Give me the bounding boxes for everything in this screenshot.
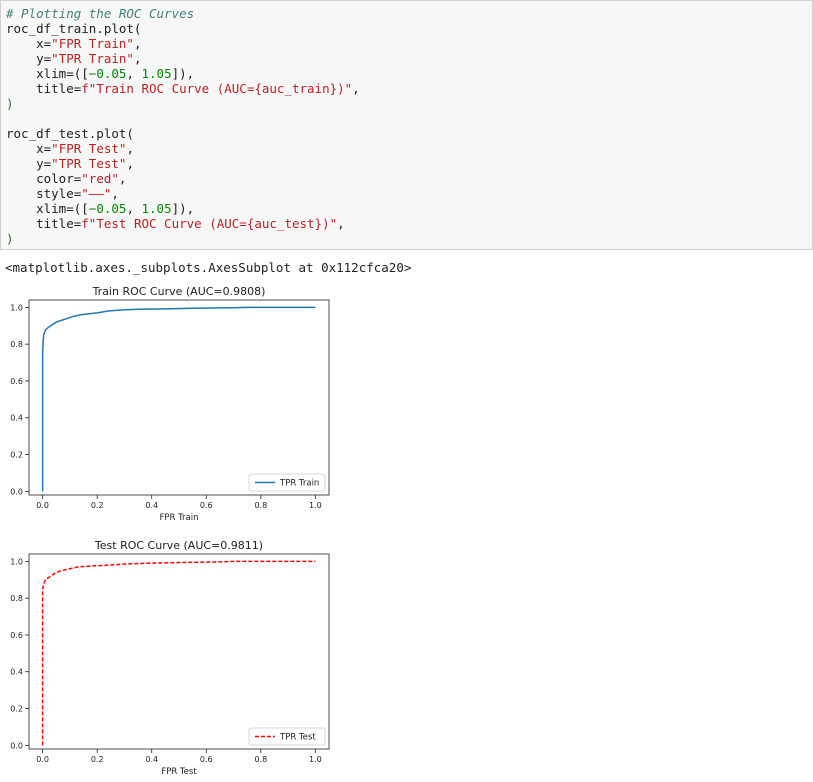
chart-1-y-tick-label: 0.0 — [10, 741, 23, 750]
code-key: x= — [36, 141, 52, 156]
chart-0-y-tick-label: 0.6 — [10, 377, 23, 386]
chart-1-y-tick-label: 1.0 — [10, 557, 23, 566]
chart-1-legend-label: TPR Test — [279, 733, 316, 743]
chart-1-series-line-0 — [41, 560, 316, 746]
chart-1-legend-box — [248, 727, 326, 746]
code-string: "FPR Train" — [51, 36, 134, 51]
code-paren: ) — [6, 231, 14, 246]
code-string: "——" — [81, 186, 112, 201]
chart-1-x-tick-label: 0.0 — [36, 755, 49, 764]
chart-0-y-tick-label: 0.4 — [10, 414, 23, 423]
chart-1-x-tick-label: 0.2 — [91, 755, 104, 764]
chart-1-x-tick-label: 1.0 — [309, 755, 322, 764]
chart-0-x-tick-label: 0.6 — [200, 501, 213, 510]
code-line-train-call: roc_df_train.plot( — [6, 21, 141, 36]
train-roc-chart: Train ROC Curve (AUC=0.9808) 0.0 0.2 0.4 0.6… — [10, 285, 330, 523]
chart-1-y-tick-label: 0.2 — [10, 705, 23, 714]
code-line-test-title: title=f"Test ROC Curve (AUC={auc_test})"… — [36, 216, 345, 231]
code-string: f"Test ROC Curve (AUC={auc_test})" — [81, 216, 338, 231]
code-train-call: roc_df_train.plot( — [6, 21, 142, 36]
code-key: title= — [36, 216, 82, 231]
chart-0-y-tick-label: 0.8 — [10, 340, 23, 349]
output-repr: <matplotlib.axes._subplots.AxesSubplot a… — [5, 260, 412, 275]
code-line-test-y: y="TPR Test", — [36, 156, 134, 171]
chart-0-x-tick-label: 0.0 — [36, 501, 49, 510]
code-number: −0.05 — [88, 201, 127, 216]
code-line-comment: # Plotting the ROC Curves — [6, 6, 194, 21]
chart-0-x-tick-label: 0.8 — [254, 501, 267, 510]
code-line-train-y: y="TPR Train", — [36, 51, 142, 66]
code-line-close-2: ) — [6, 231, 14, 246]
chart-1-x-axis-label: FPR Test — [161, 767, 197, 777]
code-string: "TPR Test" — [51, 156, 127, 171]
code-string: "red" — [81, 171, 119, 186]
code-line-train-xlim: xlim=([−0.05, 1.05]), — [36, 66, 195, 81]
test-roc-chart: Test ROC Curve (AUC=0.9811) 0.0 0.2 0.4 0.6 0… — [10, 539, 330, 777]
chart-1-x-tick-label: 0.6 — [200, 755, 213, 764]
chart-1-y-tick-label: 0.4 — [10, 668, 23, 677]
code-key: style= — [36, 186, 82, 201]
code-line-train-x: x="FPR Train", — [36, 36, 142, 51]
code-line-close: ) — [6, 96, 14, 111]
code-key: title= — [36, 81, 82, 96]
chart-1-y-tick-label: 0.8 — [10, 594, 23, 603]
chart-0-title: Train ROC Curve (AUC=0.9808) — [92, 285, 266, 298]
chart-1-y-tick-label: 0.6 — [10, 631, 23, 640]
chart-1-x-tick-label: 0.8 — [254, 755, 267, 764]
code-key: y= — [36, 156, 52, 171]
code-string: "TPR Train" — [51, 51, 134, 66]
chart-0-x-axis-label: FPR Train — [159, 513, 198, 523]
code-number: −0.05 — [88, 66, 127, 81]
code-number: 1.05 — [141, 66, 172, 81]
chart-0-y-tick-label: 1.0 — [10, 303, 23, 312]
code-test-call: roc_df_test.plot( — [6, 126, 134, 141]
code-key: color= — [36, 171, 82, 186]
chart-0-series-line-0 — [41, 306, 316, 492]
chart-0-y-tick-label: 0.2 — [10, 451, 23, 460]
chart-1-plot-area — [28, 553, 330, 750]
chart-0-x-tick-label: 1.0 — [309, 501, 322, 510]
chart-0-y-tick-label: 0.0 — [10, 487, 23, 496]
code-key: xlim=([ — [36, 201, 89, 216]
code-line-test-x: x="FPR Test", — [36, 141, 134, 156]
code-string: "FPR Test" — [51, 141, 127, 156]
chart-1-x-tick-label: 0.4 — [145, 755, 158, 764]
chart-1-title: Test ROC Curve (AUC=0.9811) — [94, 539, 263, 552]
code-number: 1.05 — [141, 201, 172, 216]
code-cell[interactable]: # Plotting the ROC Curves roc_df_train.p… — [0, 0, 813, 250]
chart-0-legend-label: TPR Train — [279, 479, 319, 489]
code-line-test-call: roc_df_test.plot( — [6, 126, 134, 141]
code-string: f"Train ROC Curve (AUC={auc_train})" — [81, 81, 353, 96]
chart-0-x-tick-label: 0.2 — [91, 501, 104, 510]
code-key: x= — [36, 36, 52, 51]
chart-0-x-tick-label: 0.4 — [145, 501, 158, 510]
code-line-train-title: title=f"Train ROC Curve (AUC={auc_train}… — [36, 81, 360, 96]
chart-0-plot-area — [28, 299, 330, 496]
code-line-test-color: color="red", — [36, 171, 127, 186]
code-paren: ) — [6, 96, 14, 111]
code-line-test-style: style="——", — [36, 186, 119, 201]
code-line-test-xlim: xlim=([−0.05, 1.05]), — [36, 201, 195, 216]
code-key: y= — [36, 51, 52, 66]
code-key: xlim=([ — [36, 66, 89, 81]
chart-0-legend-box — [248, 473, 326, 492]
code-comment: # Plotting the ROC Curves — [6, 6, 195, 21]
